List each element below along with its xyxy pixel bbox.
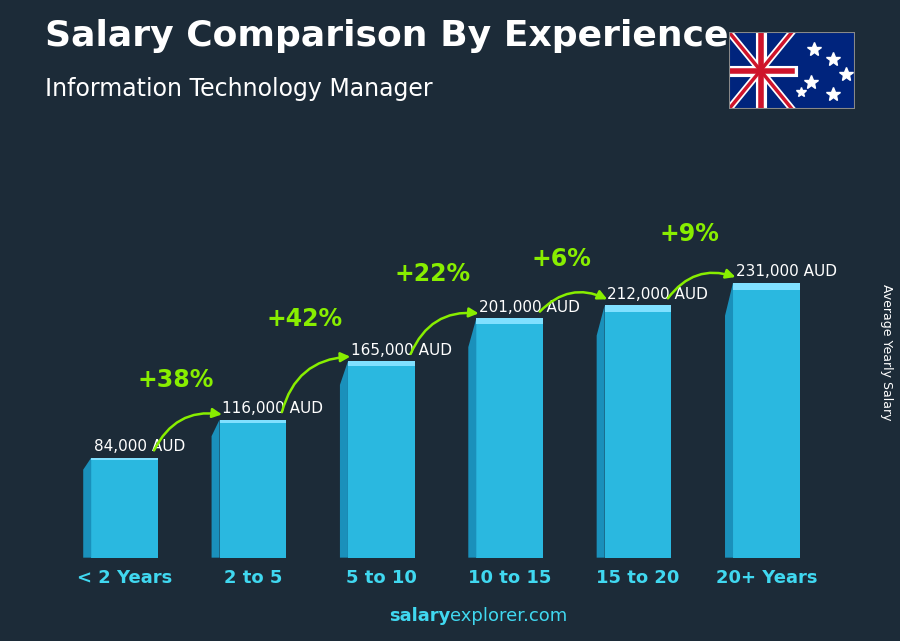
Bar <box>220 420 286 423</box>
Text: salary: salary <box>389 607 450 625</box>
Bar <box>476 319 543 558</box>
Text: 116,000 AUD: 116,000 AUD <box>222 401 323 416</box>
Text: Information Technology Manager: Information Technology Manager <box>45 77 433 101</box>
Text: 84,000 AUD: 84,000 AUD <box>94 439 185 454</box>
Text: +22%: +22% <box>394 262 471 287</box>
Text: Salary Comparison By Experience: Salary Comparison By Experience <box>45 19 728 53</box>
Polygon shape <box>83 458 91 558</box>
Text: 212,000 AUD: 212,000 AUD <box>608 287 708 302</box>
Text: Average Yearly Salary: Average Yearly Salary <box>880 285 893 420</box>
Polygon shape <box>725 283 733 558</box>
Bar <box>348 362 415 366</box>
Text: +42%: +42% <box>266 308 342 331</box>
Bar <box>605 305 671 558</box>
Bar <box>605 305 671 312</box>
Polygon shape <box>212 420 220 558</box>
Text: +9%: +9% <box>660 222 719 246</box>
Bar <box>220 420 286 558</box>
Text: +38%: +38% <box>138 368 214 392</box>
Bar <box>733 283 800 558</box>
Text: 201,000 AUD: 201,000 AUD <box>479 300 580 315</box>
Polygon shape <box>597 305 605 558</box>
Bar <box>348 362 415 558</box>
Bar <box>91 458 158 558</box>
Polygon shape <box>468 319 476 558</box>
Bar <box>91 458 158 460</box>
Bar <box>733 283 800 290</box>
Polygon shape <box>340 362 348 558</box>
Text: +6%: +6% <box>531 247 591 271</box>
Text: 165,000 AUD: 165,000 AUD <box>350 343 452 358</box>
Bar <box>476 319 543 324</box>
Text: 231,000 AUD: 231,000 AUD <box>735 264 837 279</box>
Text: explorer.com: explorer.com <box>450 607 567 625</box>
